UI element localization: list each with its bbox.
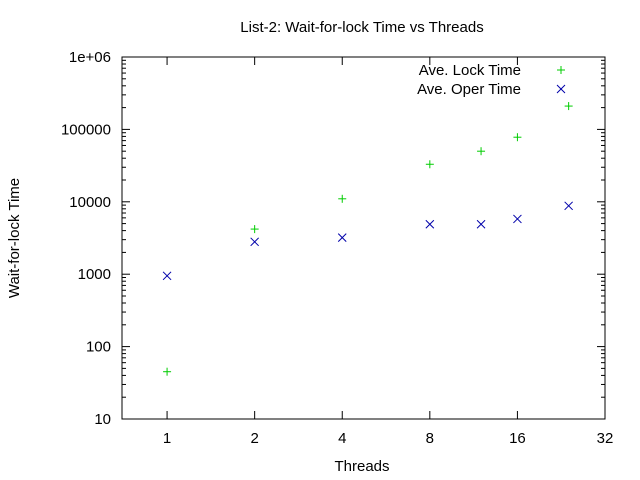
- lock-time-point: [425, 160, 434, 169]
- oper-time-point: [564, 201, 574, 211]
- plot-frame: [121, 56, 606, 420]
- lock-time-point: [338, 194, 347, 203]
- x-tick-label: 8: [426, 430, 434, 447]
- lock-time-point: [250, 225, 259, 234]
- lock-time-point: [564, 102, 573, 111]
- legend: Ave. Lock Time Ave. Oper Time: [417, 62, 566, 98]
- legend-label: Ave. Lock Time: [419, 62, 521, 79]
- y-tick-label: 100: [86, 339, 111, 356]
- y-axis-label: Wait-for-lock Time: [6, 178, 23, 298]
- oper-time-point: [337, 233, 347, 242]
- data-points: [162, 102, 574, 376]
- legend-label: Ave. Oper Time: [417, 81, 521, 98]
- oper-time-point: [250, 237, 260, 247]
- oper-time-point: [476, 219, 486, 229]
- oper-time-point: [162, 271, 172, 281]
- x-axis-label: Threads: [334, 458, 389, 475]
- chart-title: List-2: Wait-for-lock Time vs Threads: [240, 19, 483, 36]
- x-tick-label: 4: [338, 430, 346, 447]
- y-tick-label: 10000: [69, 194, 111, 211]
- x-tick-label: 2: [250, 430, 258, 447]
- oper-time-point: [425, 219, 435, 229]
- lock-time-point: [163, 367, 172, 376]
- oper-time-point: [513, 214, 522, 224]
- lock-time-point: [477, 147, 486, 156]
- y-tick-label: 1000: [78, 266, 111, 283]
- x-tick-label: 32: [597, 430, 614, 447]
- legend-marker: [557, 66, 565, 74]
- y-tick-label: 100000: [61, 121, 111, 138]
- x-tick-label: 1: [163, 430, 171, 447]
- y-tick-label: 1e+06: [69, 49, 111, 66]
- lock-time-point: [513, 133, 522, 142]
- x-tick-label: 16: [509, 430, 526, 447]
- axes: 10 100 1000 10000 100000 1e+06 1 2 4 8 16 32: [61, 49, 613, 447]
- y-tick-label: 10: [94, 411, 111, 428]
- legend-marker: [556, 84, 566, 94]
